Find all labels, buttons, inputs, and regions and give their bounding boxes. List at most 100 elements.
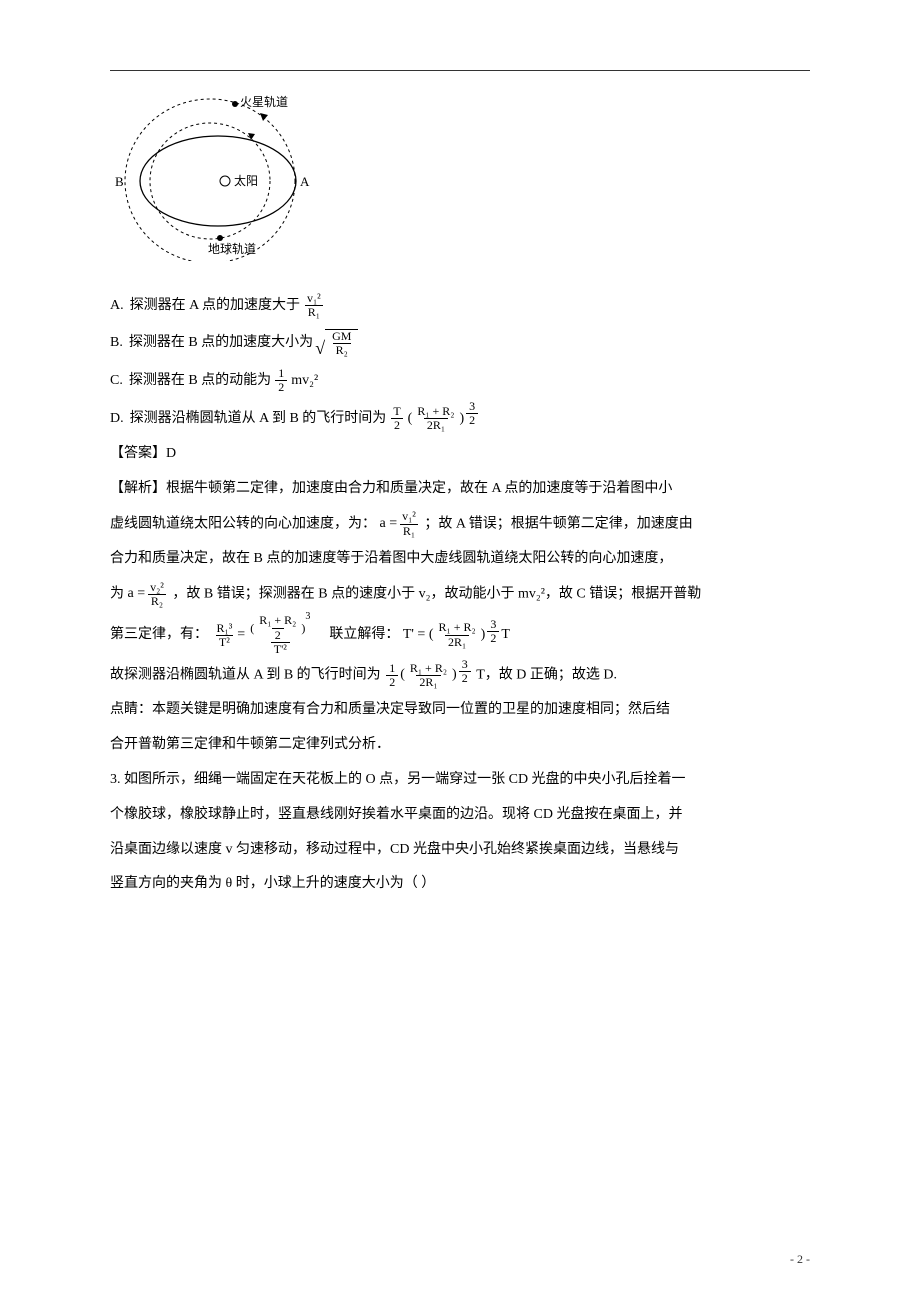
expl-p1b: 虚线圆轨道绕太阳公转的向心加速度，为： a = v₁² R₁ ；故 A 错误；根… (110, 509, 810, 540)
expl-p4-paren-den: 2R₁ (416, 675, 440, 689)
tip-line-1: 点睛：本题关键是明确加速度有合力和质量决定导致同一位置的卫星的加速度相同；然后结 (110, 695, 810, 726)
label-earth: 地球轨道 (208, 242, 256, 256)
expl-p3-res-num: R₁ + R₂ (436, 621, 479, 634)
expl-p3-rden: T'² (271, 642, 290, 656)
option-d-label: D. (110, 402, 130, 436)
earth-dot-icon (217, 235, 223, 241)
top-divider (110, 70, 810, 71)
tip-line-2: 合开普勒第三定律和牛顿第二定律列式分析． (110, 730, 810, 761)
option-d-paren-den: 2R₁ (424, 418, 448, 432)
answer-line: 【答案】D (110, 439, 810, 470)
option-d-paren-frac: R₁ + R₂ 2R₁ (414, 405, 457, 432)
expl-p3-left: R₁³ T² (214, 622, 236, 649)
expl-p3-upper-den: 2 (272, 628, 284, 642)
option-d-Tden: 2 (391, 418, 403, 432)
option-d-paren: ( R₁ + R₂ 2R₁ ) 3 2 (408, 402, 481, 436)
expl-p1b-pre: 虚线圆轨道绕太阳公转的向心加速度，为： (110, 516, 376, 531)
expl-p3-right: ( R₁ + R₂ 2 ) 3 T'² (247, 614, 313, 656)
orbit-figure: 太阳 火星轨道 地球轨道 A B (110, 91, 810, 274)
option-c-den: 2 (275, 380, 287, 394)
option-b-text: 探测器在 B 点的加速度大小为 (129, 326, 313, 360)
expl-p2b-den: R₂ (148, 594, 166, 608)
expl-p3-pre: 第三定律，有： (110, 627, 208, 642)
label-b: B (115, 174, 124, 189)
option-a-num: v₁² (304, 292, 324, 305)
option-c-text: 探测器在 B 点的动能为 (129, 364, 271, 398)
sun-icon (220, 176, 230, 186)
q3-line-4: 竖直方向的夹角为 θ 时，小球上升的速度大小为（ ） (110, 869, 810, 900)
expl-p4-paren-frac: R₁ + R₂ 2R₁ (407, 662, 450, 689)
expl-p2b-frac: v₂² R₂ (147, 581, 167, 608)
q3-line-1: 3. 如图所示，细绳一端固定在天花板上的 O 点，另一端穿过一张 CD 光盘的中… (110, 765, 810, 796)
expl-p2b: 为 a = v₂² R₂ ，故 B 错误；探测器在 B 点的速度小于 v₂，故动… (110, 579, 810, 610)
option-d-exp: 3 2 (466, 400, 478, 427)
option-d-t: T 2 (390, 405, 403, 432)
option-b-sqrt: √ GM R₂ (315, 329, 358, 357)
expl-p3-res-exp-den: 2 (487, 631, 499, 645)
expl-p2b-post: ，故 B 错误；探测器在 B 点的速度小于 v₂，故动能小于 mv₂²，故 C … (172, 587, 701, 602)
expl-p3-res-exp: 3 2 (487, 618, 499, 645)
expl-p3-res-tail: T (501, 620, 510, 651)
option-b-num: GM (329, 330, 354, 343)
expl-p1b-lhs: a = (380, 509, 398, 540)
expl-p4-half-num: 1 (386, 662, 398, 675)
option-b-den: R₂ (333, 343, 351, 357)
expl-p3-mid: 联立解得： (329, 627, 399, 642)
expl-p4-tail: T，故 D 正确；故选 D. (476, 668, 617, 683)
expl-p2b-num: v₂² (147, 581, 167, 594)
expl-p2: 合力和质量决定，故在 B 点的加速度等于沿着图中大虚线圆轨道绕太阳公转的向心加速… (110, 544, 810, 575)
option-a-label: A. (110, 289, 130, 323)
q3-line-3: 沿桌面边缘以速度 v 匀速移动，移动过程中，CD 光盘中央小孔始终紧挨桌面边线，… (110, 835, 810, 866)
expl-p4-pre: 故探测器沿椭圆轨道从 A 到 B 的飞行时间为 (110, 668, 381, 683)
expl-p3: 第三定律，有： R₁³ T² = ( R₁ + R₂ 2 ) 3 (110, 614, 810, 656)
expl-p4-exp: 3 2 (459, 658, 471, 685)
expl-p1b-frac: v₁² R₁ (399, 510, 419, 537)
page: 太阳 火星轨道 地球轨道 A B A. 探测器在 A 点的加速度大于 v₁² R… (0, 0, 920, 1302)
option-a-den: R₁ (305, 305, 323, 319)
expl-p3-res-lhs: T' = (403, 620, 425, 651)
q3-line-2: 个橡胶球，橡胶球静止时，竖直悬线刚好挨着水平桌面的边沿。现将 CD 光盘按在桌面… (110, 800, 810, 831)
option-a-fraction: v₁² R₁ (304, 292, 324, 319)
mars-dot-icon (232, 101, 238, 107)
option-d: D. 探测器沿椭圆轨道从 A 到 B 的飞行时间为 T 2 ( R₁ + R₂ … (110, 402, 810, 436)
expl-p1b-den: R₁ (400, 524, 418, 538)
option-d-Tnum: T (390, 405, 403, 418)
expl-p4: 故探测器沿椭圆轨道从 A 到 B 的飞行时间为 1 2 ( R₁ + R₂ 2R… (110, 660, 810, 691)
option-c-num: 1 (275, 367, 287, 380)
page-number: - 2 - (790, 1246, 810, 1272)
transfer-orbit (140, 136, 296, 226)
expl-p1a: 【解析】根据牛顿第二定律，加速度由合力和质量决定，故在 A 点的加速度等于沿着图… (110, 474, 810, 505)
expl-p3-res-frac: R₁ + R₂ 2R₁ (436, 621, 479, 648)
expl-p3-res-exp-num: 3 (487, 618, 499, 631)
expl-p4-half-den: 2 (386, 675, 398, 689)
expl-p3-lnum: R₁³ (214, 622, 236, 635)
orbit-svg: 太阳 火星轨道 地球轨道 A B (110, 91, 310, 261)
arrow-outer-icon (260, 113, 268, 121)
expl-p2b-lhs: a = (128, 579, 146, 610)
option-d-text: 探测器沿椭圆轨道从 A 到 B 的飞行时间为 (130, 402, 387, 436)
option-b-fraction: GM R₂ (329, 330, 354, 357)
option-b-label: B. (110, 326, 129, 360)
expl-p3-upper-num: R₁ + R₂ (256, 614, 299, 627)
label-a: A (300, 174, 310, 189)
expl-p2b-pre: 为 (110, 587, 124, 602)
sqrt-icon: √ (315, 339, 325, 357)
expl-p4-paren-num: R₁ + R₂ (407, 662, 450, 675)
expl-p1b-post: ；故 A 错误；根据牛顿第二定律，加速度由 (424, 516, 692, 531)
expl-p3-upper-exp: 3 (305, 612, 310, 622)
expl-p4-half: 1 2 (386, 662, 398, 689)
label-mars: 火星轨道 (240, 95, 288, 109)
expl-p4-exp-den: 2 (459, 671, 471, 685)
expl-p3-eq: = (237, 620, 245, 651)
expl-p1b-num: v₁² (399, 510, 419, 523)
label-sun: 太阳 (234, 173, 258, 188)
option-b: B. 探测器在 B 点的加速度大小为 √ GM R₂ (110, 326, 810, 360)
option-a-text: 探测器在 A 点的加速度大于 (130, 289, 300, 323)
expl-p3-res-den: 2R₁ (445, 635, 469, 649)
option-c-label: C. (110, 364, 129, 398)
expl-p4-exp-num: 3 (459, 658, 471, 671)
option-d-paren-num: R₁ + R₂ (414, 405, 457, 418)
option-c: C. 探测器在 B 点的动能为 1 2 mv₂² (110, 364, 810, 398)
expl-p3-upper-frac: R₁ + R₂ 2 (256, 614, 299, 641)
option-c-tail: mv₂² (291, 364, 318, 398)
